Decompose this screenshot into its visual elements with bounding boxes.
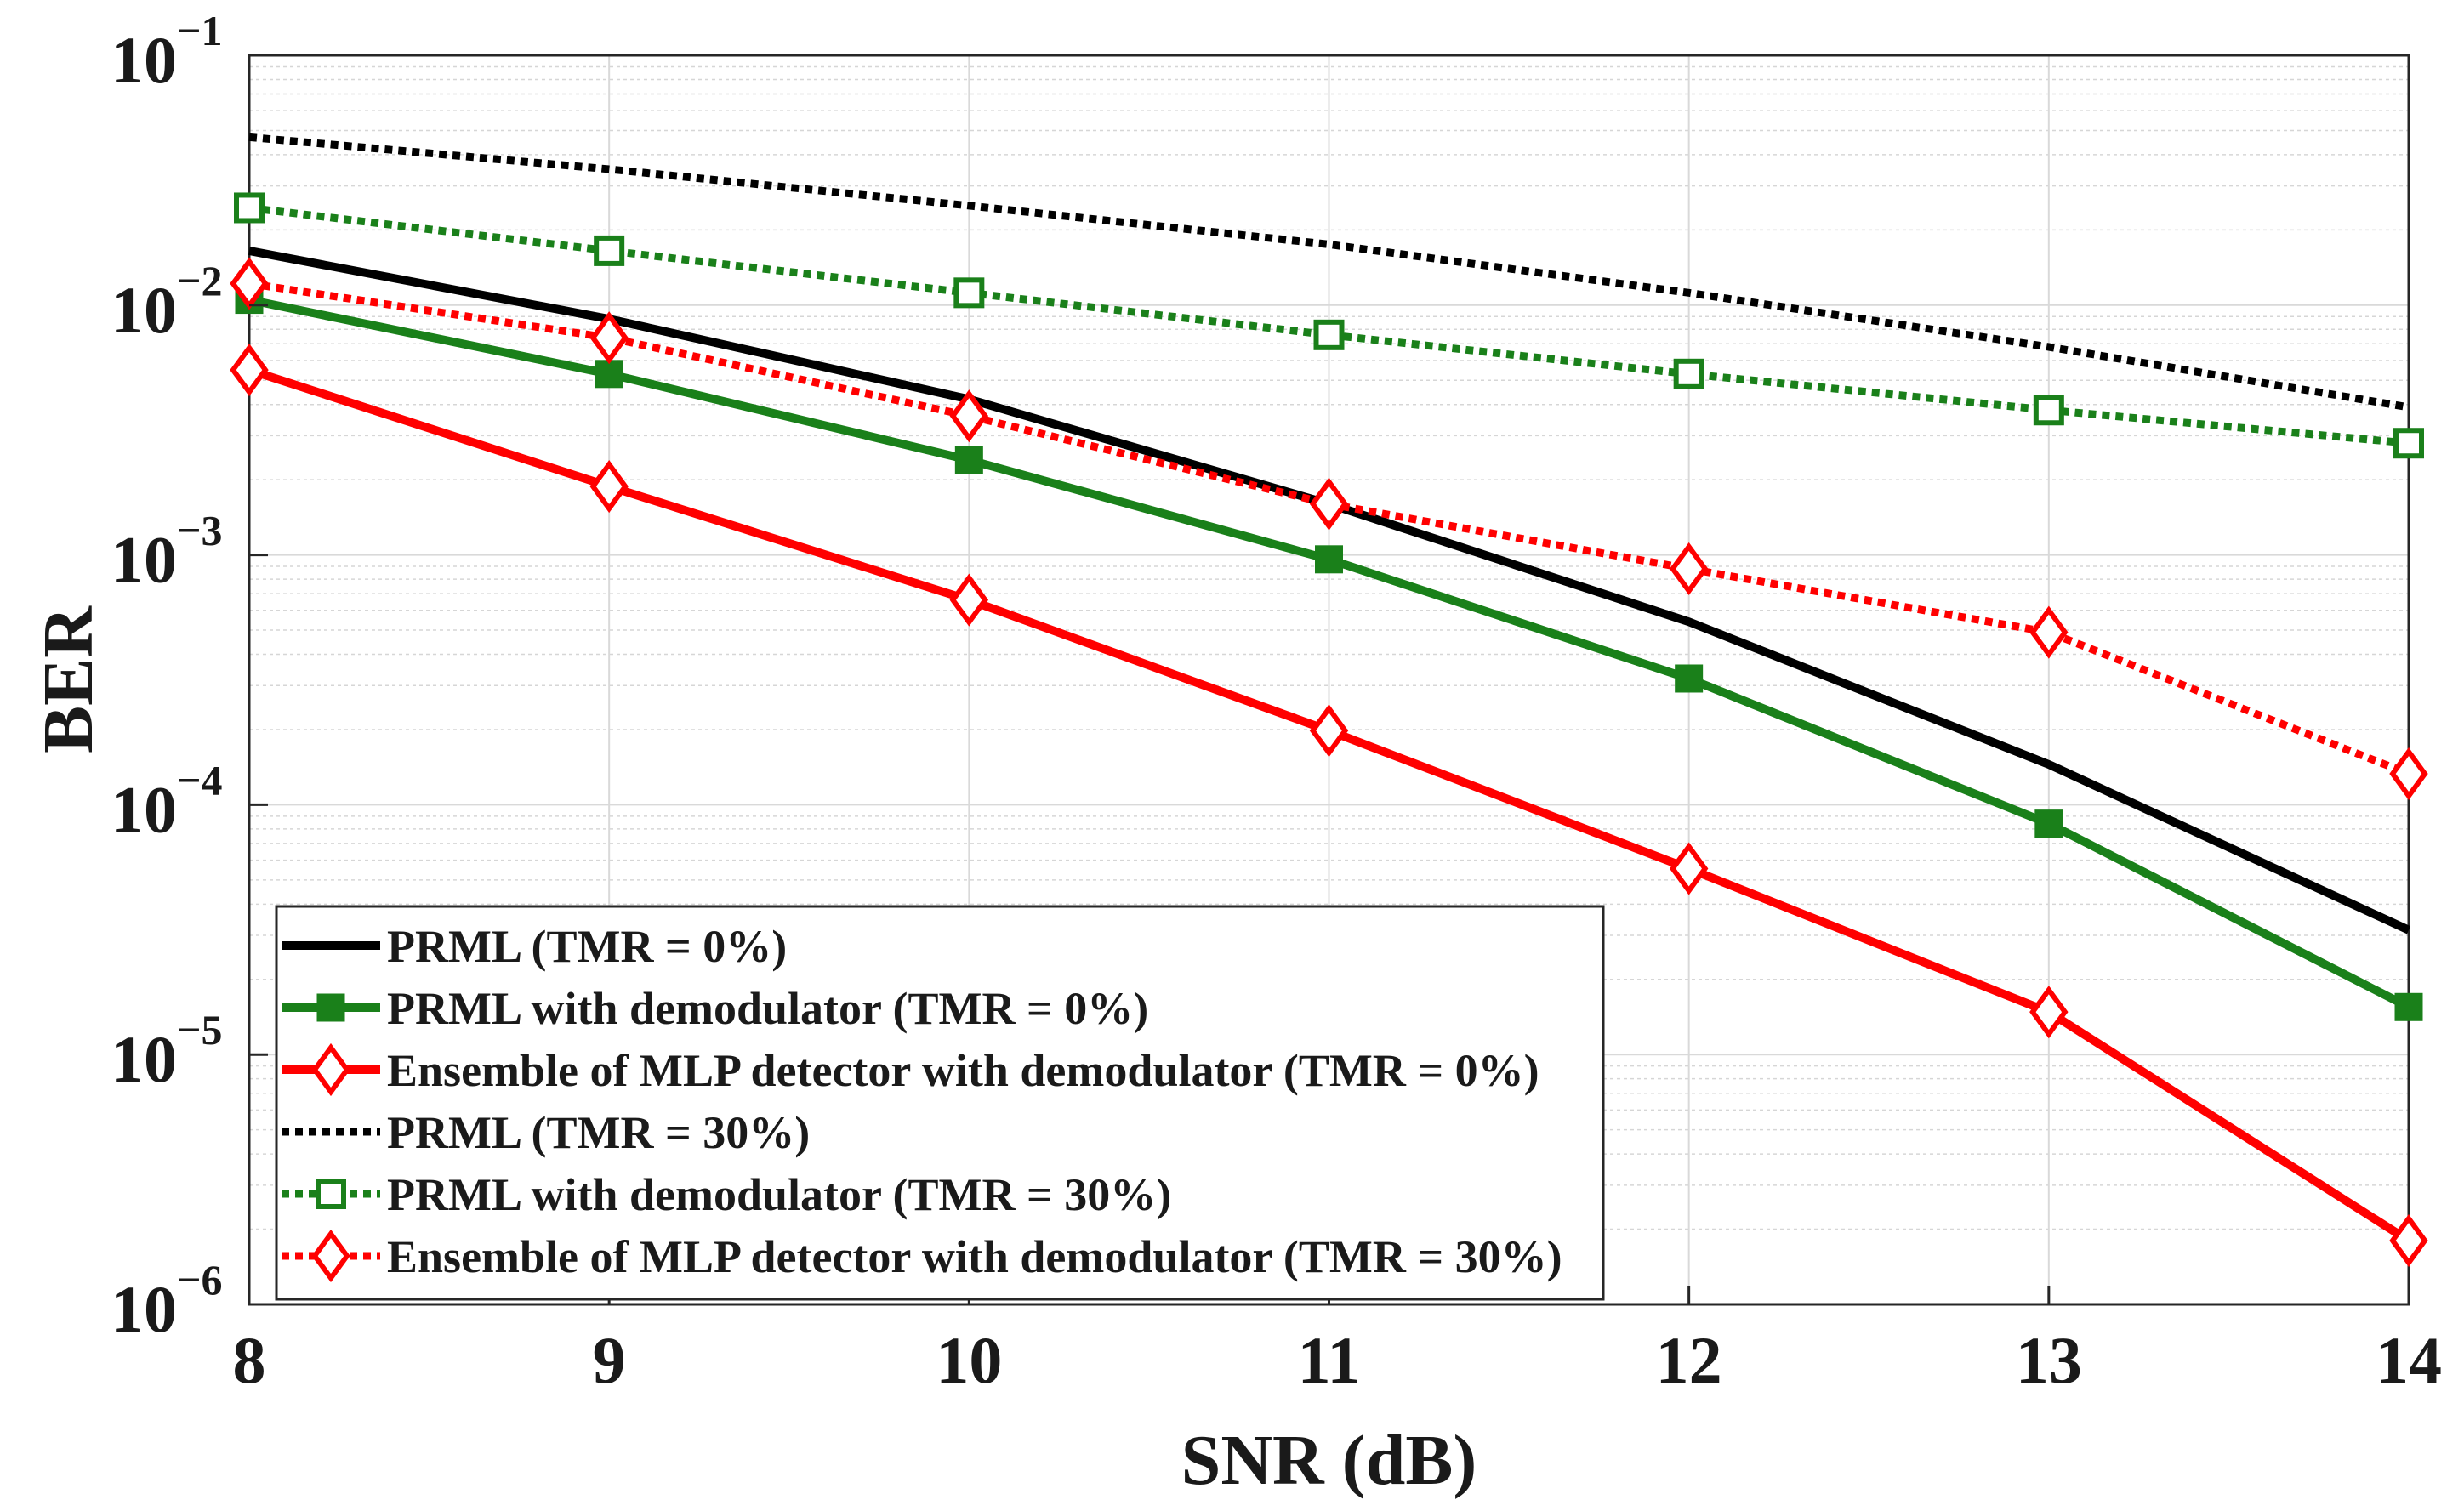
legend-label: PRML (TMR = 30%) <box>387 1107 810 1158</box>
data-point <box>2389 1213 2428 1268</box>
legend-label: Ensemble of MLP detector with demodulato… <box>387 1231 1562 1282</box>
data-point <box>949 389 989 443</box>
x-tick-label: 12 <box>1656 1323 1722 1397</box>
data-point <box>953 277 985 309</box>
legend-entry: Ensemble of MLP detector with demodulato… <box>282 1042 1539 1097</box>
data-point <box>2033 395 2064 426</box>
series-5 <box>234 192 2424 459</box>
data-point <box>1669 842 1709 895</box>
data-point <box>230 343 269 397</box>
data-point <box>2394 992 2423 1021</box>
series-2 <box>235 286 2423 1021</box>
x-tick-label: 10 <box>936 1323 1002 1397</box>
series-line-4 <box>248 133 2410 412</box>
legend: PRML (TMR = 0%) PRML with demodulator (TM… <box>275 905 1605 1301</box>
legend-marker <box>311 1042 350 1097</box>
series-layer <box>230 133 2428 1268</box>
data-point <box>1313 319 1345 350</box>
series-3 <box>230 343 2428 1268</box>
x-tick-label: 11 <box>1298 1323 1361 1397</box>
y-tick-label: 10−2 <box>111 257 223 347</box>
legend-entry: PRML with demodulator (TMR = 30%) <box>282 1169 1171 1220</box>
data-point <box>234 192 265 224</box>
data-point <box>589 459 629 514</box>
data-point <box>1315 545 1343 574</box>
data-point <box>1675 664 1704 693</box>
data-point <box>1673 358 1704 389</box>
y-tick-label: 10−4 <box>111 756 223 846</box>
y-tick-label: 10−1 <box>111 7 223 97</box>
data-point <box>1309 704 1349 758</box>
data-point <box>595 360 623 389</box>
data-point <box>2393 428 2424 459</box>
y-tick-label: 10−3 <box>111 507 223 597</box>
legend-marker <box>311 1229 350 1283</box>
data-point <box>1309 477 1349 531</box>
series-6 <box>230 257 2428 801</box>
x-tick-label: 13 <box>2016 1323 2082 1397</box>
legend-label: PRML (TMR = 0%) <box>387 921 787 972</box>
legend-entry: PRML (TMR = 30%) <box>282 1107 810 1158</box>
legend-label: PRML with demodulator (TMR = 0%) <box>387 983 1148 1034</box>
data-point <box>2029 605 2069 659</box>
y-axis-ticks: 10−1 10−2 10−3 10−4 10−5 10−6 <box>111 7 268 1346</box>
data-point <box>1669 542 1709 595</box>
data-point <box>2389 747 2428 801</box>
legend-entry: PRML (TMR = 0%) <box>282 921 787 972</box>
x-axis-label: SNR (dB) <box>1181 1421 1477 1500</box>
x-tick-label: 14 <box>2376 1323 2442 1397</box>
legend-marker <box>316 993 345 1022</box>
x-tick-label: 9 <box>593 1323 626 1397</box>
data-point <box>589 311 629 365</box>
data-point <box>2034 809 2063 838</box>
legend-entry: PRML with demodulator (TMR = 0%) <box>282 983 1148 1034</box>
legend-label: PRML with demodulator (TMR = 30%) <box>387 1169 1171 1220</box>
data-point <box>594 235 625 266</box>
legend-entry: Ensemble of MLP detector with demodulato… <box>282 1229 1562 1283</box>
x-tick-label: 8 <box>233 1323 266 1397</box>
legend-marker <box>316 1179 346 1209</box>
y-axis-label: BER <box>29 605 108 753</box>
data-point <box>2029 986 2069 1039</box>
data-point <box>949 573 989 627</box>
series-4 <box>248 133 2410 412</box>
data-point <box>954 446 983 474</box>
y-tick-label: 10−5 <box>111 1006 223 1096</box>
legend-label: Ensemble of MLP detector with demodulato… <box>387 1045 1539 1096</box>
y-tick-label: 10−6 <box>111 1256 223 1346</box>
legend-box <box>275 905 1605 1301</box>
